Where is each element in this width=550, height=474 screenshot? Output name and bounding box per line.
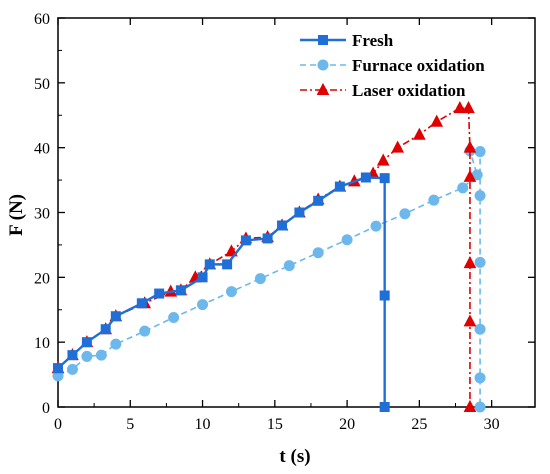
data-point (313, 195, 324, 206)
x-tick-label: 5 (126, 416, 134, 433)
legend-label: Laser oxidation (352, 81, 466, 100)
data-point (240, 235, 251, 246)
data-point (225, 286, 237, 298)
data-point (254, 273, 266, 285)
data-point (379, 290, 390, 301)
x-axis-title: t (s) (279, 446, 310, 467)
data-point (453, 101, 467, 114)
data-point (204, 259, 215, 270)
data-point (312, 247, 324, 259)
data-point (67, 350, 78, 361)
data-point (262, 233, 273, 244)
data-point (136, 298, 147, 309)
data-point (399, 208, 411, 220)
data-point (341, 234, 353, 246)
data-point (474, 256, 486, 268)
data-point (294, 207, 305, 218)
data-point (139, 325, 151, 337)
data-point (474, 323, 486, 335)
data-point (474, 372, 486, 384)
data-point (100, 324, 111, 335)
data-point (379, 173, 390, 184)
axes: 0 5 10 15 20 25 30 0 10 20 30 40 50 60 (34, 11, 536, 433)
data-point (370, 220, 382, 232)
data-point (175, 285, 186, 296)
data-point (222, 259, 233, 270)
data-point (95, 349, 107, 361)
y-tick-label: 20 (34, 270, 50, 287)
data-point (197, 299, 209, 311)
y-tick-label: 0 (42, 400, 50, 417)
series-line (57, 176, 386, 407)
data-point (197, 272, 208, 283)
x-tick-label: 0 (54, 416, 62, 433)
legend-marker (318, 35, 328, 45)
series-fresh (53, 172, 390, 412)
data-point (463, 140, 477, 153)
y-tick-label: 10 (34, 335, 50, 352)
data-point (474, 401, 486, 413)
data-point (334, 181, 345, 192)
data-point (81, 350, 93, 362)
legend-marker (316, 82, 330, 95)
data-point (66, 363, 78, 375)
data-point (154, 288, 165, 299)
data-point (428, 194, 440, 206)
data-point (430, 114, 444, 127)
legend: Fresh Furnace oxidation Laser oxidation (300, 31, 485, 100)
data-point (110, 311, 121, 322)
data-point (474, 190, 486, 202)
data-point (457, 182, 469, 194)
series-layer (51, 101, 486, 413)
data-point (379, 402, 390, 412)
series-line (57, 107, 471, 407)
data-point (53, 363, 63, 374)
y-tick-label: 50 (34, 76, 50, 93)
series-laser-oxidation (51, 101, 477, 412)
data-point (463, 169, 477, 182)
data-point (81, 337, 92, 348)
data-point (360, 172, 371, 183)
x-tick-label: 15 (267, 416, 283, 433)
data-point (462, 101, 475, 114)
y-tick-label: 40 (34, 141, 50, 158)
legend-label: Fresh (352, 31, 394, 50)
x-tick-label: 10 (195, 416, 211, 433)
y-tick-label: 60 (34, 11, 50, 28)
data-point (376, 153, 390, 166)
data-point (225, 244, 238, 257)
x-tick-label: 20 (339, 416, 355, 433)
legend-marker (317, 59, 329, 71)
data-point (283, 260, 295, 272)
series-furnace-oxidation (52, 145, 486, 413)
x-tick-label: 30 (484, 416, 500, 433)
y-axis-title: F (N) (6, 194, 27, 236)
data-point (110, 338, 122, 350)
y-tick-label: 30 (34, 206, 50, 223)
data-point (168, 312, 180, 324)
data-point (391, 140, 405, 153)
series-line (57, 150, 481, 407)
legend-label: Furnace oxidation (352, 56, 485, 75)
x-tick-label: 25 (411, 416, 427, 433)
data-point (413, 127, 426, 140)
data-point (463, 399, 477, 412)
data-point (463, 255, 477, 269)
data-point (474, 146, 486, 158)
data-point (463, 314, 477, 327)
data-point (277, 220, 288, 231)
